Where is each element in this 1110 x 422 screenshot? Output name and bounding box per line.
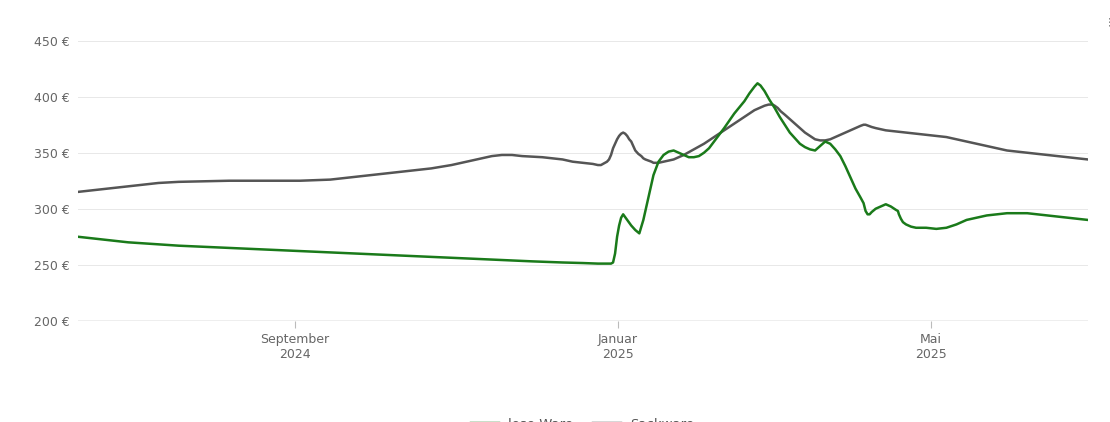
- Legend: lose Ware, Sackware: lose Ware, Sackware: [466, 412, 699, 422]
- Text: ≡: ≡: [1107, 12, 1110, 31]
